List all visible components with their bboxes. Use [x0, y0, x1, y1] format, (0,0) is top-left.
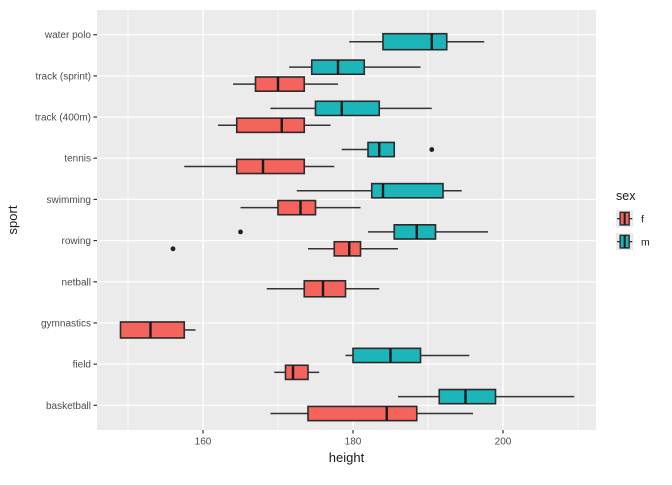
- y-tick-label-basketball: basketball: [46, 401, 91, 412]
- box-f-track-sprint: [254, 76, 306, 92]
- legend-title: sex: [616, 189, 636, 203]
- box-f-field: [284, 364, 309, 381]
- box-f-netball: [303, 279, 347, 298]
- box-f-gymnastics: [119, 321, 186, 339]
- box-f-track-400m: [235, 117, 306, 134]
- y-tick-label-swimming: swimming: [47, 195, 91, 206]
- y-tick-label-field: field: [73, 360, 91, 371]
- box-m-basketball: [438, 388, 497, 405]
- x-tick-label-180: 180: [345, 437, 362, 448]
- box-f-swimming: [277, 199, 317, 216]
- box-f-rowing: [333, 240, 362, 257]
- box-m-field: [352, 347, 422, 364]
- box-m-tennis: [367, 141, 396, 158]
- y-tick-label-gymnastics: gymnastics: [41, 318, 91, 329]
- y-axis-title: sport: [5, 205, 20, 234]
- legend-label-m: m: [641, 237, 650, 249]
- y-tick-label-track-400m: track (400m): [35, 113, 91, 124]
- outlier-f-rowing-0: [170, 246, 176, 252]
- x-tick-label-200: 200: [495, 437, 512, 448]
- x-tick-label-160: 160: [195, 437, 212, 448]
- box-f-basketball: [307, 405, 418, 422]
- y-tick-label-track-sprint: track (sprint): [35, 71, 91, 82]
- y-tick-label-rowing: rowing: [62, 236, 91, 247]
- y-tick-label-tennis: tennis: [64, 154, 91, 165]
- x-axis-title: height: [329, 450, 365, 465]
- outlier-m-rowing-0: [238, 229, 243, 235]
- box-f-tennis: [235, 158, 306, 175]
- box-m-rowing: [393, 224, 437, 240]
- box-m-water-polo: [382, 32, 448, 51]
- panel-background: [97, 10, 596, 430]
- box-m-track-400m: [314, 100, 381, 117]
- chart-geometry: 160 180 200 water polo track (sprint) track (…: [35, 10, 634, 448]
- legend-label-f: f: [641, 214, 644, 226]
- y-tick-label-netball: netball: [62, 277, 91, 288]
- outlier-m-tennis-0: [429, 147, 435, 152]
- y-tick-label-water-polo: water polo: [44, 30, 92, 41]
- box-m-swimming: [370, 182, 444, 199]
